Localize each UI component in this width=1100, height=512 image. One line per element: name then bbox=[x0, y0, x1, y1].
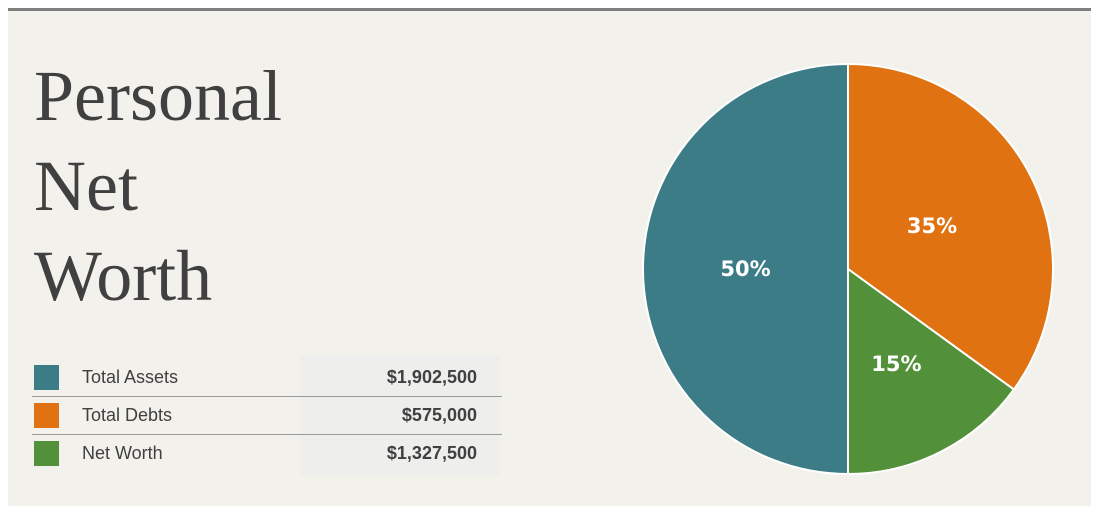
assets-swatch bbox=[34, 365, 59, 390]
title-line-2: Net bbox=[34, 146, 138, 226]
pie-slice-debts bbox=[847, 62, 1054, 391]
pie-label-debts: 35% bbox=[907, 214, 957, 238]
pie-label-net-worth: 15% bbox=[871, 352, 921, 376]
net-worth-swatch bbox=[34, 441, 59, 466]
values-panel bbox=[300, 355, 500, 475]
net-worth-label: Net Worth bbox=[82, 443, 163, 463]
title-line-1: Personal bbox=[34, 56, 282, 136]
debts-swatch bbox=[34, 403, 59, 428]
slide-panel: Personal Net Worth Total Assets $1,902,5… bbox=[8, 8, 1091, 506]
pie-label-assets: 50% bbox=[720, 257, 770, 281]
summary-row-net-worth: Net Worth $1,327,500 bbox=[32, 435, 502, 472]
debts-value: $575,000 bbox=[401, 405, 477, 425]
summary-table: Total Assets $1,902,500 Total Debts $575… bbox=[32, 355, 502, 475]
assets-value: $1,902,500 bbox=[386, 367, 477, 387]
pie-slice-assets bbox=[642, 62, 849, 476]
summary-row-debts: Total Debts $575,000 bbox=[32, 397, 502, 435]
assets-label: Total Assets bbox=[82, 367, 179, 387]
pie-slice-net-worth bbox=[847, 267, 1016, 476]
debts-label: Total Debts bbox=[82, 405, 173, 425]
title-line-3: Worth bbox=[34, 236, 213, 316]
net-worth-value: $1,327,500 bbox=[386, 443, 477, 463]
page-title: Personal Net Worth bbox=[34, 51, 282, 321]
net-worth-pie-chart: 50% 35% 15% bbox=[642, 62, 1054, 476]
summary-row-assets: Total Assets $1,902,500 bbox=[32, 359, 502, 397]
